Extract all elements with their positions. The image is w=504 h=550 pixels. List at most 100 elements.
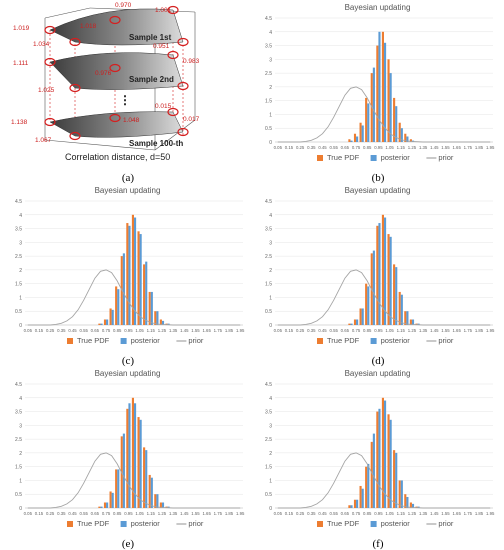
x-tick-label: 0.75 — [102, 511, 111, 516]
bar-posterior — [395, 106, 398, 142]
legend-label-prior: prior — [438, 519, 454, 528]
bar-posterior — [156, 311, 159, 325]
bar-posterior — [139, 419, 142, 508]
bar-true-pdf — [143, 447, 146, 508]
bar-posterior — [406, 311, 409, 325]
bar-posterior — [128, 225, 131, 325]
bar-posterior — [100, 506, 103, 508]
legend-label-prior: prior — [438, 153, 454, 162]
bar-posterior — [389, 419, 392, 508]
bar-true-pdf — [398, 480, 401, 508]
x-tick-label: 0.55 — [80, 511, 89, 516]
value-label: 1.111 — [13, 60, 29, 67]
bar-posterior — [111, 309, 114, 325]
y-tick-label: 4 — [269, 213, 272, 219]
x-tick-label: 0.95 — [374, 328, 383, 333]
x-tick-label: 0.45 — [318, 511, 327, 516]
bar-true-pdf — [387, 59, 390, 143]
bar-true-pdf — [353, 499, 357, 508]
legend-swatch-true-pdf — [67, 521, 73, 527]
value-label: 0.017 — [183, 116, 200, 123]
y-tick-label: 3 — [19, 423, 22, 429]
legend-label-posterior: posterior — [381, 336, 411, 345]
bar-posterior — [350, 323, 353, 325]
y-tick-label: 0.5 — [265, 126, 272, 132]
x-tick-label: 1.65 — [202, 511, 211, 516]
x-tick-label: 0.35 — [57, 328, 66, 333]
y-tick-label: 2.5 — [15, 254, 22, 260]
bar-posterior — [161, 320, 165, 325]
x-tick-label: 1.15 — [397, 328, 406, 333]
bar-true-pdf — [409, 139, 412, 142]
x-tick-label: 1.45 — [180, 328, 189, 333]
chart-b: Bayesian updating 0 0.5 1 1.5 2 2.5 3 3.5 4 4.5 0.0… — [265, 3, 495, 162]
legend-label-true-pdf: True PDF — [327, 519, 360, 528]
y-tick-label: 0 — [269, 506, 272, 512]
bar-posterior — [378, 408, 381, 508]
legend-label-prior: prior — [188, 336, 204, 345]
bar-true-pdf — [109, 491, 112, 508]
value-labels: 0.970 1.001 1.019 1.018 1.034 0.951 1.11… — [11, 2, 200, 144]
y-tick-label: 1.5 — [265, 465, 272, 471]
bar-posterior — [400, 480, 403, 508]
bar-true-pdf — [387, 414, 390, 508]
x-tick-label: 1.75 — [464, 511, 473, 516]
x-tick-label: 0.55 — [330, 145, 339, 150]
bar-true-pdf — [359, 308, 362, 325]
bar-posterior — [367, 463, 370, 508]
caption-d: (d) — [371, 355, 385, 367]
y-tick-label: 1 — [19, 295, 22, 301]
bar-true-pdf — [376, 411, 379, 508]
bar-posterior — [395, 267, 398, 325]
x-tick-label: 0.35 — [307, 328, 316, 333]
x-tick-label: 0.25 — [296, 328, 305, 333]
bar-true-pdf — [387, 234, 390, 325]
x-tick-label: 0.75 — [352, 328, 361, 333]
legend-label-prior: prior — [438, 336, 454, 345]
bar-true-pdf — [404, 133, 407, 142]
layered-samples-diagram: 0.970 1.001 1.019 1.018 1.034 0.951 1.11… — [11, 2, 200, 162]
x-tick-label: 0.45 — [318, 145, 327, 150]
bar-posterior — [406, 496, 409, 508]
bar-true-pdf — [353, 133, 357, 142]
bar-posterior — [139, 234, 142, 325]
y-tick-label: 2.5 — [15, 437, 22, 443]
ellipsis: ⋮ — [119, 93, 131, 107]
bar-posterior — [156, 494, 159, 508]
x-tick-label: 1.75 — [214, 511, 223, 516]
chart-d: Bayesian updating 0 0.5 1 1.5 2 2.5 3 3.5 4 4.5 0.0… — [265, 186, 495, 345]
bar-posterior — [106, 502, 109, 508]
x-tick-label: 1.45 — [430, 145, 439, 150]
x-tick-label: 0.25 — [296, 511, 305, 516]
legend-swatch-posterior — [120, 521, 127, 527]
y-tick-label: 0.5 — [265, 492, 272, 498]
x-tick-label: 1.35 — [169, 511, 178, 516]
y-tick-label: 1.5 — [15, 465, 22, 471]
x-tick-label: 1.25 — [408, 328, 417, 333]
bar-true-pdf — [137, 417, 140, 508]
bar-posterior — [106, 319, 109, 325]
value-label: 0.976 — [95, 70, 112, 77]
bar-posterior — [134, 217, 137, 325]
bar-posterior — [145, 450, 148, 508]
bar-posterior — [150, 477, 153, 508]
x-tick-label: 0.15 — [35, 511, 44, 516]
bar-true-pdf — [98, 323, 101, 325]
bar-true-pdf — [103, 502, 107, 508]
x-tick-label: 0.05 — [274, 145, 283, 150]
value-label: 0.970 — [115, 2, 132, 9]
x-tick-label: 0.95 — [124, 511, 133, 516]
y-tick-label: 2.5 — [265, 254, 272, 260]
panel-f: Bayesian updating 0 0.5 1 1.5 2 2.5 3 3.5 4 4.5 0.0… — [255, 366, 500, 550]
x-tick-label: 1.85 — [475, 511, 484, 516]
bar-posterior — [400, 294, 403, 325]
caption-a: (a) — [121, 172, 135, 184]
y-tick-label: 3.5 — [265, 410, 272, 416]
x-tick-label: 0.85 — [363, 328, 372, 333]
panel-c: Bayesian updating 0 0.5 1 1.5 2 2.5 3 3.5 4 4.5 0.0… — [5, 183, 250, 367]
value-label: 1.048 — [123, 117, 140, 124]
x-tick-label: 1.05 — [135, 511, 144, 516]
x-tick-label: 0.45 — [68, 511, 77, 516]
chart-f: Bayesian updating 0 0.5 1 1.5 2 2.5 3 3.5 4 4.5 0.0… — [265, 369, 495, 528]
y-tick-label: 3.5 — [265, 44, 272, 50]
